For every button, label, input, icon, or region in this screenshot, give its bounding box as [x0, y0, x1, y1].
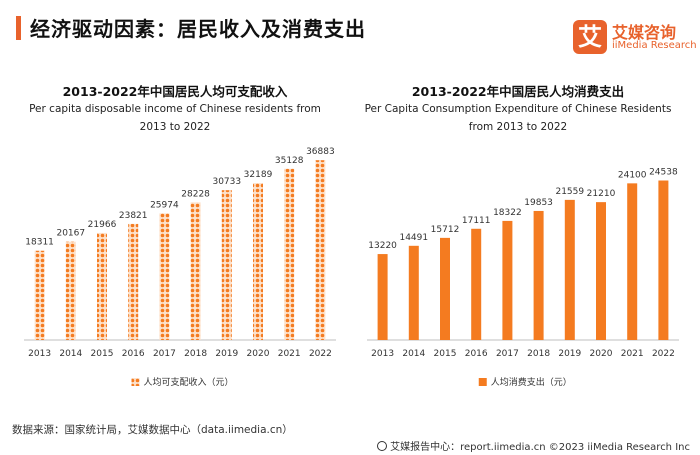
income-bar	[97, 232, 107, 340]
consumption-x-tick-label: 2016	[465, 349, 488, 359]
income-chart-title: 2013-2022年中国居民人均可支配收入	[62, 84, 288, 99]
income-legend-swatch	[131, 378, 140, 386]
logo-english-text: iiMedia Research	[612, 40, 697, 51]
consumption-value-label: 19853	[524, 198, 553, 208]
consumption-value-label: 17111	[462, 216, 491, 226]
income-x-tick-label: 2022	[309, 349, 332, 359]
income-value-label: 36883	[306, 147, 335, 157]
income-value-label: 35128	[275, 156, 304, 166]
income-chart: 2013-2022年中国居民人均可支配收入 Per capita disposa…	[10, 78, 340, 398]
consumption-x-tick-label: 2022	[652, 349, 675, 359]
data-source-note: 数据来源：国家统计局，艾媒数据中心（data.iimedia.cn）	[12, 424, 293, 436]
income-x-tick-label: 2015	[91, 349, 114, 359]
consumption-value-label: 15712	[431, 225, 460, 235]
consumption-bar	[533, 210, 544, 340]
income-x-tick-label: 2016	[122, 349, 145, 359]
consumption-chart-subtitle: Per Capita Consumption Expenditure of Ch…	[364, 103, 672, 133]
consumption-legend-label: 人均消费支出（元）	[491, 376, 572, 388]
consumption-value-label: 13220	[368, 241, 397, 251]
income-bar	[65, 241, 76, 340]
income-x-tick-label: 2020	[247, 349, 270, 359]
logo-chinese-text: 艾媒咨询	[612, 23, 677, 42]
consumption-bar	[596, 202, 606, 340]
income-bar	[34, 250, 45, 340]
income-x-tick-label: 2013	[28, 349, 51, 359]
consumption-bar	[502, 220, 513, 340]
consumption-x-tick-label: 2018	[527, 349, 550, 359]
income-chart-plot: 18311 2013 20167 2014 21966 2015 23821 2016 2597…	[24, 147, 336, 388]
income-bar	[221, 190, 232, 340]
income-chart-subtitle: Per capita disposable income of Chinese …	[29, 103, 321, 133]
iimedia-logo-icon: 艾	[573, 20, 607, 54]
consumption-value-label: 24538	[649, 168, 678, 178]
consumption-bar	[564, 199, 575, 340]
income-bar	[159, 213, 170, 340]
income-value-label: 20167	[56, 229, 85, 239]
income-value-label: 30733	[212, 177, 241, 187]
consumption-bar	[408, 245, 419, 340]
income-bar	[315, 160, 326, 340]
income-value-label: 32189	[244, 170, 273, 180]
income-x-tick-label: 2017	[153, 349, 176, 359]
page-title: 经济驱动因素：居民收入及消费支出	[30, 17, 366, 41]
income-x-tick-label: 2021	[278, 349, 301, 359]
consumption-x-tick-label: 2015	[434, 349, 457, 359]
footer-credit: 艾媒报告中心：report.iimedia.cn ©2023 iiMedia R…	[377, 438, 690, 453]
consumption-bar	[440, 237, 450, 340]
consumption-x-tick-label: 2013	[371, 349, 394, 359]
income-bar	[190, 202, 201, 340]
consumption-x-tick-label: 2017	[496, 349, 519, 359]
income-x-tick-label: 2018	[184, 349, 207, 359]
title-accent-bar	[16, 16, 21, 40]
consumption-value-label: 21559	[555, 187, 584, 197]
income-value-label: 21966	[88, 220, 117, 230]
income-x-tick-label: 2019	[215, 349, 238, 359]
consumption-value-label: 18322	[493, 208, 522, 218]
consumption-value-label: 14491	[399, 233, 428, 243]
income-bar	[128, 223, 139, 340]
consumption-bar	[377, 254, 388, 340]
consumption-x-tick-label: 2021	[621, 349, 644, 359]
consumption-x-tick-label: 2020	[590, 349, 613, 359]
income-value-label: 28228	[181, 189, 210, 199]
footer-credit-text: 艾媒报告中心：report.iimedia.cn ©2023 iiMedia R…	[390, 442, 690, 453]
consumption-value-label: 24100	[618, 170, 647, 180]
report-center-icon	[377, 441, 388, 451]
consumption-value-label: 21210	[587, 189, 616, 199]
consumption-chart: 2013-2022年中国居民人均消费支出 Per Capita Consumpt…	[353, 78, 683, 398]
consumption-chart-plot: 13220 2013 14491 2014 15712 2015 17111 2016 1832…	[367, 168, 679, 388]
consumption-bar	[471, 228, 482, 340]
income-legend-label: 人均可支配收入（元）	[144, 376, 234, 388]
consumption-x-tick-label: 2019	[558, 349, 581, 359]
consumption-x-tick-label: 2014	[402, 349, 425, 359]
consumption-bar	[627, 183, 638, 340]
income-bar	[253, 183, 263, 340]
income-value-label: 23821	[119, 211, 148, 221]
income-bar	[284, 168, 295, 340]
consumption-chart-title: 2013-2022年中国居民人均消费支出	[411, 84, 625, 99]
consumption-legend-swatch	[478, 378, 487, 386]
income-value-label: 18311	[25, 238, 54, 248]
income-value-label: 25974	[150, 200, 179, 210]
income-x-tick-label: 2014	[59, 349, 82, 359]
consumption-bar	[658, 180, 669, 340]
